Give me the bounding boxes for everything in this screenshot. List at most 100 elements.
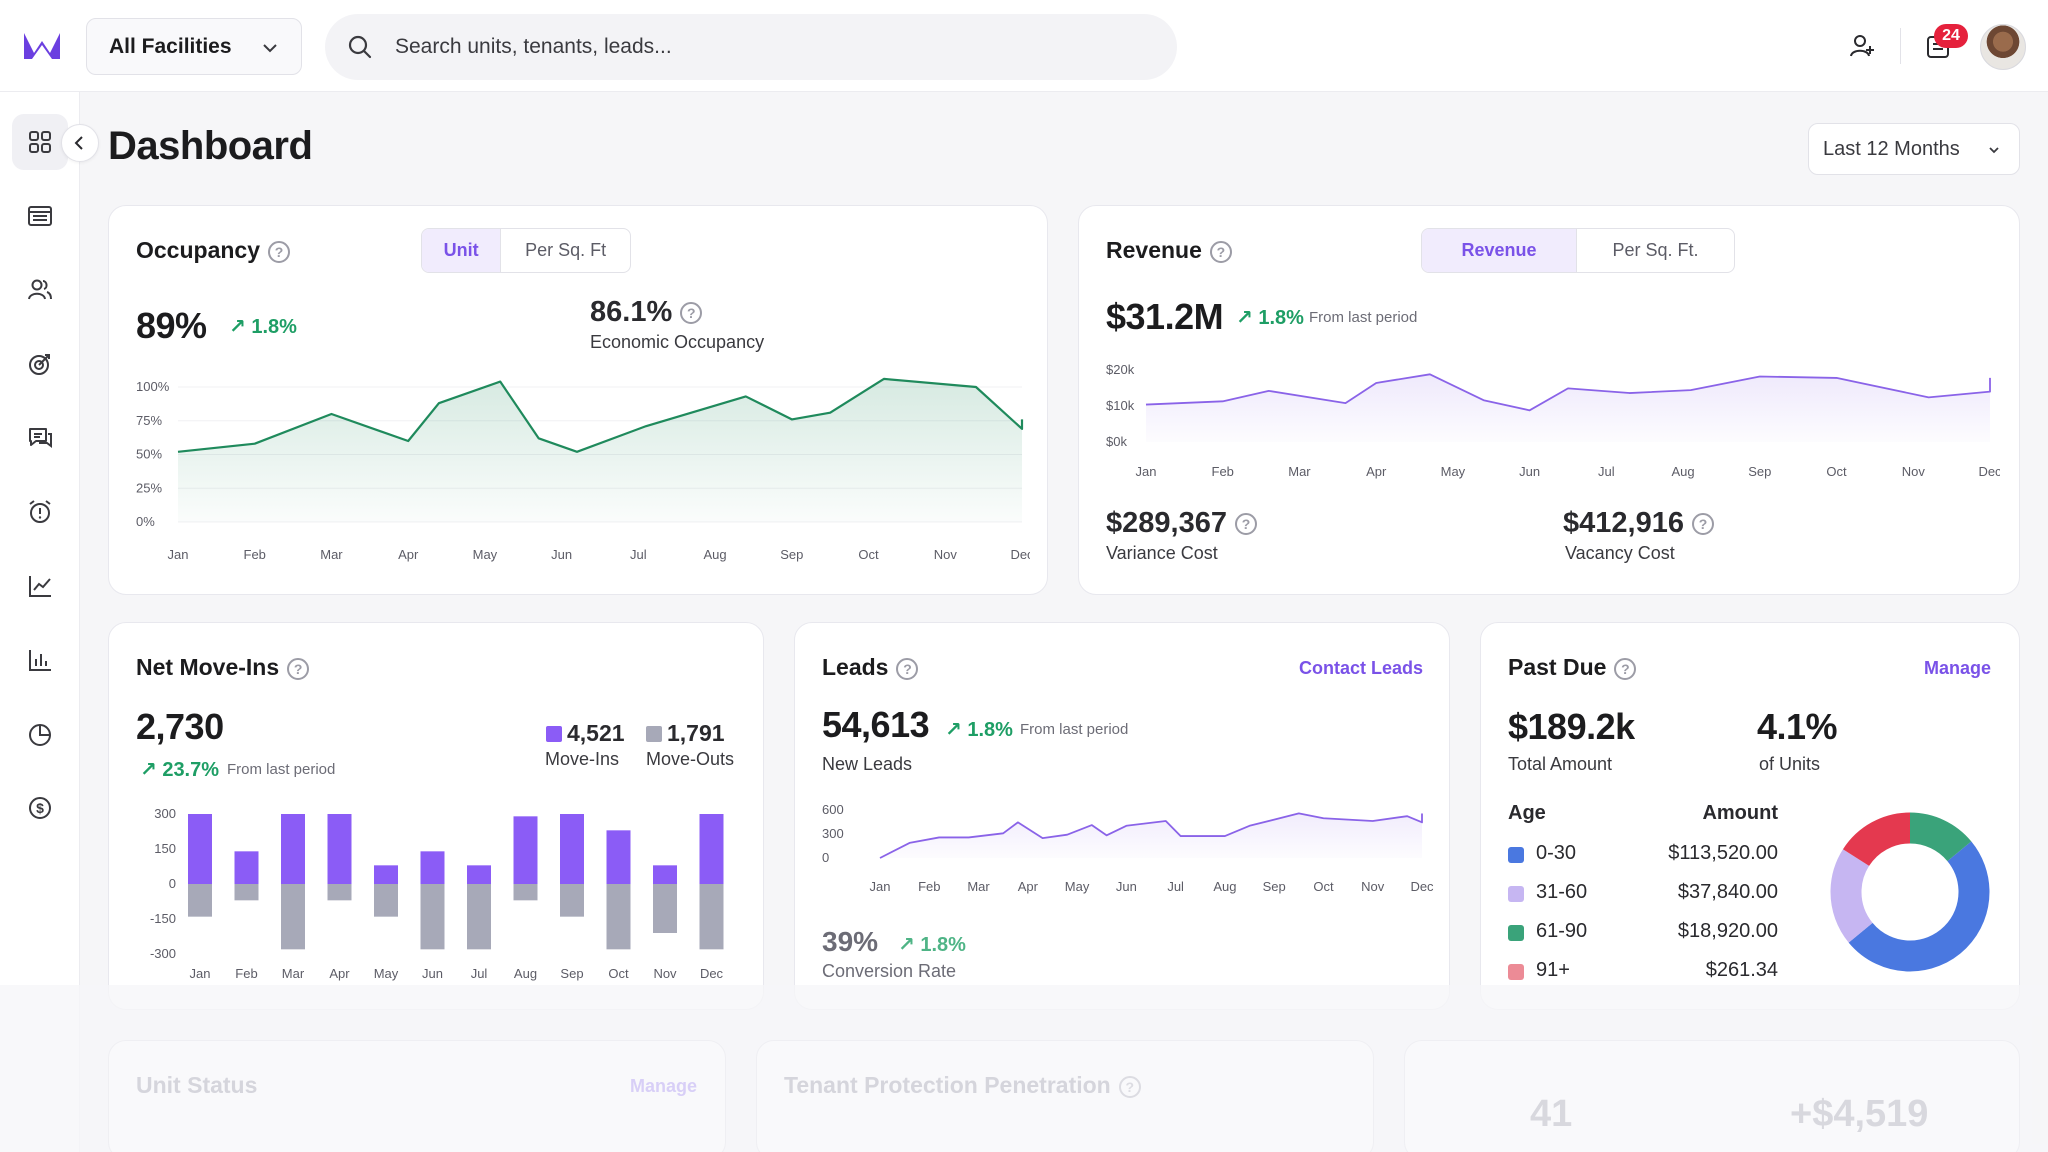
move-outs-label: Move-Outs xyxy=(646,749,735,769)
dollar-icon: $ xyxy=(29,797,51,819)
revenue-toggle: Revenue Per Sq. Ft. xyxy=(1421,228,1735,273)
past-due-manage-link[interactable]: Manage xyxy=(1924,658,1992,678)
y-tick-label: 0 xyxy=(822,850,829,865)
collapse-sidebar-button[interactable] xyxy=(61,124,99,162)
x-tick-label: Sep xyxy=(560,966,583,981)
help-icon[interactable]: ? xyxy=(1118,1075,1141,1098)
move-ins-bar xyxy=(327,814,352,884)
topbar-divider xyxy=(1900,28,1901,64)
occupancy-title-text: Occupancy xyxy=(136,237,260,263)
move-ins-bar xyxy=(374,865,398,884)
move-ins-label: Move-Ins xyxy=(545,749,620,769)
conversion-rate-value: 39% xyxy=(822,926,879,957)
contact-leads-link[interactable]: Contact Leads xyxy=(1299,658,1424,678)
sidebar-item-messages[interactable] xyxy=(12,410,68,466)
past-due-row: 31-60 $37,840.00 xyxy=(1508,881,1778,911)
help-icon[interactable]: ? xyxy=(1614,657,1637,680)
sidebar-item-billing[interactable]: $ xyxy=(12,780,68,836)
avatar[interactable] xyxy=(1980,24,2026,70)
help-icon[interactable]: ? xyxy=(896,657,919,680)
past-due-row: 91+ $261.34 xyxy=(1508,959,1778,989)
sidebar-item-trends[interactable] xyxy=(12,558,68,614)
sidebar-item-analytics[interactable] xyxy=(12,706,68,762)
x-tick-label: Aug xyxy=(1672,464,1695,479)
sidebar-item-tenants[interactable] xyxy=(12,262,68,318)
move-outs-bar xyxy=(374,884,398,917)
line-chart-icon xyxy=(29,576,51,597)
stat-a-value: 41 xyxy=(1530,1093,1573,1135)
help-icon[interactable]: ? xyxy=(1691,513,1714,536)
move-outs-bar xyxy=(699,884,724,950)
revenue-tab-revenue[interactable]: Revenue xyxy=(1422,229,1578,272)
revenue-tab-sqft[interactable]: Per Sq. Ft. xyxy=(1612,240,1699,260)
sidebar-item-storage[interactable] xyxy=(12,188,68,244)
occupancy-change: ↗ 1.8% xyxy=(229,316,297,338)
leads-change: ↗ 1.8% xyxy=(945,719,1013,741)
past-due-row: 0-30 $113,520.00 xyxy=(1508,842,1778,872)
x-tick-label: May xyxy=(473,547,498,562)
x-tick-label: May xyxy=(1065,879,1090,894)
x-tick-label: Feb xyxy=(244,547,266,562)
occupancy-tab-sqft[interactable]: Per Sq. Ft xyxy=(525,240,607,260)
occupancy-tab-unit[interactable]: Unit xyxy=(422,229,502,272)
help-icon[interactable]: ? xyxy=(680,302,703,325)
age-amount: $261.34 xyxy=(1705,959,1778,981)
sidebar-item-alerts[interactable] xyxy=(12,484,68,540)
past-due-donut-chart xyxy=(1830,812,1990,972)
pie-chart-icon xyxy=(29,724,51,746)
age-label: 61-90 xyxy=(1536,920,1588,942)
unit-status-manage-link[interactable]: Manage xyxy=(630,1076,698,1096)
app-logo[interactable] xyxy=(24,31,60,61)
y-tick-label: $20k xyxy=(1106,362,1135,377)
move-outs-bar xyxy=(606,884,631,950)
move-ins-bar xyxy=(281,814,305,884)
chevron-down-icon xyxy=(263,44,277,53)
y-tick-label: 0 xyxy=(169,876,176,891)
age-amount: $18,920.00 xyxy=(1677,920,1778,942)
economic-occupancy-label: Economic Occupancy xyxy=(590,332,765,352)
net-move-ins-value: 2,730 xyxy=(136,706,224,747)
age-amount: $37,840.00 xyxy=(1677,881,1778,903)
x-tick-label: May xyxy=(1441,464,1466,479)
x-tick-label: Feb xyxy=(1212,464,1234,479)
leads-title: Leads? xyxy=(822,654,919,681)
sidebar-item-dashboard[interactable] xyxy=(12,114,68,170)
x-tick-label: Feb xyxy=(918,879,940,894)
help-icon[interactable]: ? xyxy=(287,657,310,680)
sidebar-item-reports[interactable] xyxy=(12,632,68,688)
y-tick-label: $10k xyxy=(1106,398,1135,413)
move-outs-bar xyxy=(467,884,491,950)
net-move-ins-chart: 300 150 0 -150 -300 Jan Feb Mar Apr May Jun Jul Aug S… xyxy=(150,806,724,981)
leads-chart: 600 300 0 Jan Feb Mar Apr May Jun Jul Aug Sep Oct Nov… xyxy=(822,802,1434,894)
net-move-ins-change: ↗ 23.7% xyxy=(140,759,220,781)
move-ins-value: 4,521 xyxy=(567,720,625,746)
move-ins-bar xyxy=(467,865,491,884)
x-tick-label: Jun xyxy=(551,547,572,562)
svg-text:$: $ xyxy=(36,800,44,816)
past-due-units-label: of Units xyxy=(1759,754,1821,774)
x-tick-label: Apr xyxy=(1018,879,1039,894)
search-placeholder: Search units, tenants, leads... xyxy=(395,35,672,58)
grid-icon xyxy=(29,131,51,153)
age-label: 91+ xyxy=(1536,959,1570,981)
move-outs-bar xyxy=(653,884,677,933)
tenant-protection-title-text: Tenant Protection Penetration xyxy=(784,1072,1111,1098)
age-label: 31-60 xyxy=(1536,881,1588,903)
x-tick-label: Nov xyxy=(1902,464,1926,479)
help-icon[interactable]: ? xyxy=(268,240,290,263)
age-label: 0-30 xyxy=(1536,842,1577,864)
help-icon[interactable]: ? xyxy=(1234,513,1257,536)
help-icon[interactable]: ? xyxy=(1209,240,1232,263)
move-ins-bar xyxy=(188,814,212,884)
chevron-left-icon xyxy=(74,136,83,150)
date-range-select[interactable]: Last 12 Months xyxy=(1808,123,2020,175)
x-tick-label: Sep xyxy=(780,547,803,562)
move-ins-bar xyxy=(653,865,677,884)
move-outs-bar xyxy=(420,884,445,950)
search-icon xyxy=(348,35,372,59)
date-range-label: Last 12 Months xyxy=(1823,137,1960,160)
facility-select[interactable]: All Facilities xyxy=(86,18,302,75)
search-input[interactable]: Search units, tenants, leads... xyxy=(325,14,1177,80)
add-user-button[interactable] xyxy=(1840,24,1884,68)
sidebar-item-goals[interactable] xyxy=(12,336,68,392)
